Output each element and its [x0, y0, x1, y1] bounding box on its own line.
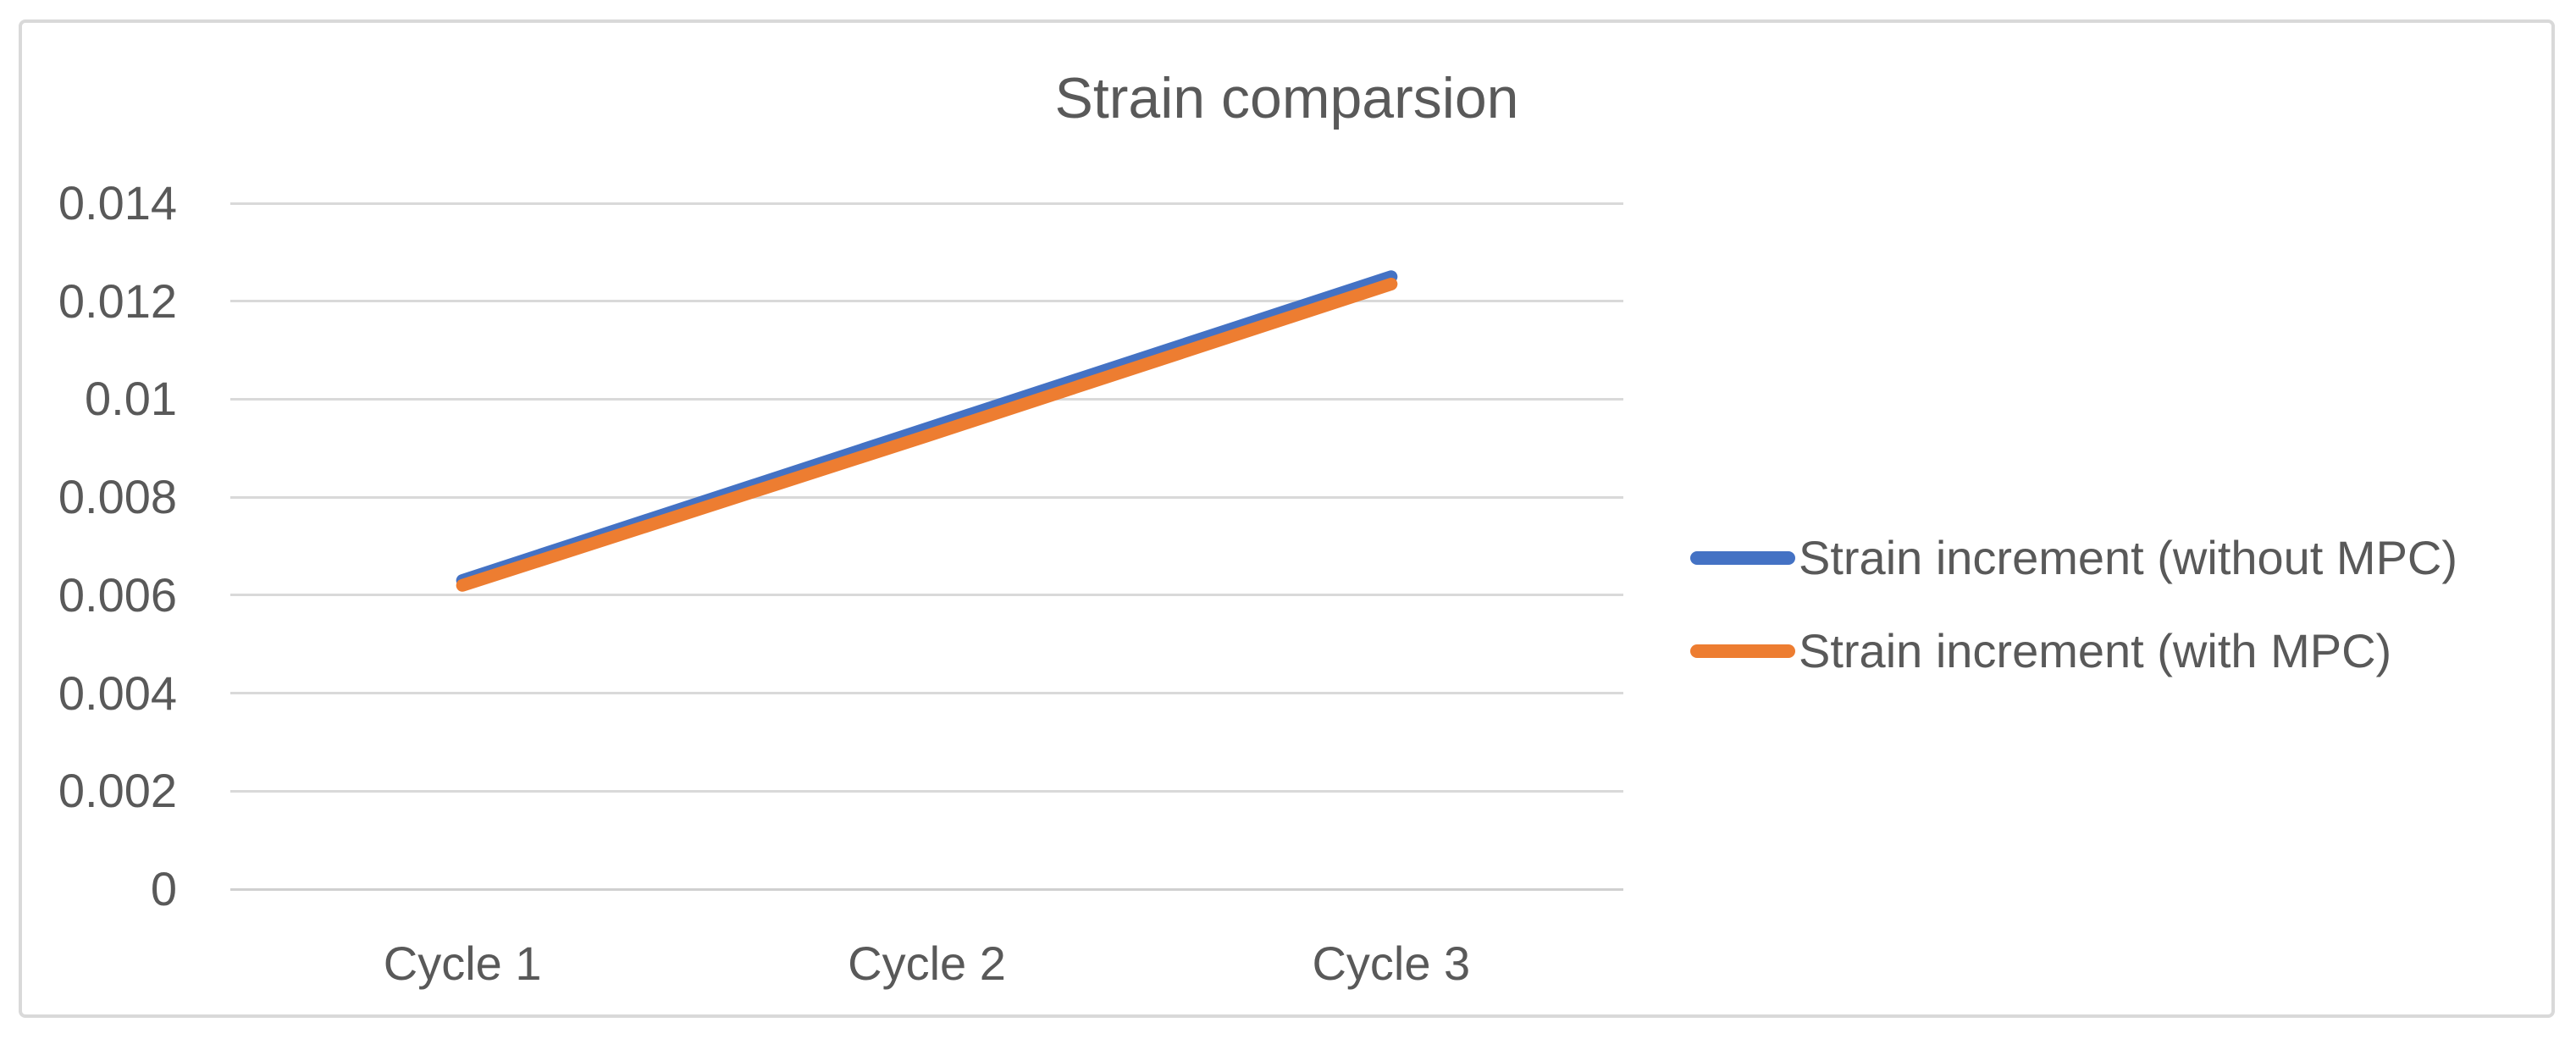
- legend-line-swatch: [1690, 550, 1795, 565]
- gridline: [230, 300, 1623, 303]
- x-axis-label: Cycle 2: [848, 937, 1006, 990]
- gridline: [230, 789, 1623, 793]
- plot-area: [456, 270, 1398, 592]
- x-axis-line: [230, 887, 1623, 891]
- chart-container: Strain comparsion 0 0.002 0.004 0.006 0.008 0…: [19, 19, 2555, 1018]
- gridline: [230, 495, 1623, 499]
- legend-item: Strain increment (without MPC): [1690, 529, 2457, 586]
- y-tick-label: 0.012: [58, 274, 177, 328]
- y-tick-label: 0.008: [58, 470, 177, 524]
- series-line: [456, 270, 1398, 587]
- series-line: [456, 277, 1398, 592]
- x-axis-label: Cycle 3: [1312, 937, 1471, 990]
- legend-line-swatch: [1690, 644, 1795, 658]
- y-tick-label: 0: [150, 862, 177, 915]
- y-tick-label: 0.006: [58, 567, 177, 622]
- x-axis-label: Cycle 1: [383, 937, 542, 990]
- gridline: [230, 692, 1623, 695]
- legend-label: Strain increment (with MPC): [1799, 624, 2392, 677]
- y-tick-label: 0.004: [58, 666, 177, 720]
- gridline: [230, 202, 1623, 205]
- y-tick-label: 0.014: [58, 176, 177, 229]
- legend-label: Strain increment (without MPC): [1799, 531, 2458, 584]
- gridline: [230, 594, 1623, 597]
- chart-title: Strain comparsion: [1054, 66, 1519, 130]
- legend-item: Strain increment (with MPC): [1690, 622, 2391, 679]
- y-tick-label: 0.01: [85, 372, 177, 426]
- y-tick-label: 0.002: [58, 764, 177, 818]
- gridline: [230, 397, 1623, 401]
